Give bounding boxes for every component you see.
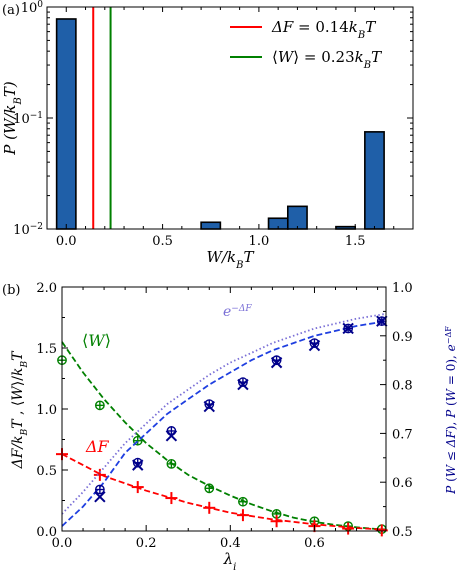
marker-diag2 xyxy=(308,339,321,352)
marker-diag2 xyxy=(237,378,249,391)
marker-markers_x-7-7 xyxy=(342,322,354,335)
panel-b-yticks-left: 0.0 0.5 1.0 1.5 2.0 xyxy=(36,281,68,540)
series-curve-2 xyxy=(61,453,387,531)
marker-markers_x-7-0 xyxy=(94,491,106,503)
annotation-deltaF: ΔF xyxy=(85,437,110,456)
marker-markers_x-7-3 xyxy=(203,400,215,413)
marker-diag2 xyxy=(132,459,144,471)
y-left-tick-label: 1.0 xyxy=(36,403,57,418)
marker-markers_plus-3-8 xyxy=(342,522,355,535)
panel-b: (b) 0.0 0.2 0.4 0.6 0.00.51.01.52.0 0.50.60… xyxy=(2,281,458,572)
annotation-meanW: ⟨W⟩ xyxy=(82,331,111,350)
x-tick-label: 1.5 xyxy=(345,234,366,249)
marker-markers_x-7-1 xyxy=(132,459,144,471)
panel-a-xticks: 0.0 0.5 1.0 1.5 xyxy=(46,7,395,249)
y-right-tick-label: 0.9 xyxy=(392,330,413,345)
marker-markers_plus-3-6 xyxy=(270,515,283,528)
x-tick-label: 0.5 xyxy=(152,234,173,249)
panel-b-xticks: 0.0 0.2 0.4 0.6 xyxy=(52,287,379,551)
marker-diag2 xyxy=(165,430,178,442)
marker-markers_plus-3-5 xyxy=(236,509,249,522)
y-left-tick-label: 2.0 xyxy=(36,281,57,296)
y-tick-label: 100 xyxy=(21,0,44,16)
legend-label-meanW: ⟨W⟩ = 0.23kBT xyxy=(272,48,382,71)
marker-markers_circle_plus-1-4 xyxy=(204,483,215,494)
x-tick-label: 0.6 xyxy=(304,536,325,551)
marker-markers_plus-3-1 xyxy=(93,468,106,481)
panel-b-yticks-right: 0.5 0.6 0.7 0.8 0.9 1.0 xyxy=(380,281,413,540)
marker-diag2 xyxy=(342,322,354,335)
panel-a-label: (a) xyxy=(2,3,20,18)
panel-a-yticks: 10−2 10−1 100 xyxy=(13,0,413,238)
marker-markers_plus-3-2 xyxy=(131,481,144,494)
y-left-tick-label: 0.5 xyxy=(36,464,57,479)
y-tick-label: 10−2 xyxy=(13,222,43,238)
series-curve-5 xyxy=(61,320,387,527)
hist-bar-0 xyxy=(55,18,77,230)
marker-diag2 xyxy=(203,400,215,413)
annotation-exp-deltaF: e−ΔF xyxy=(223,304,252,320)
marker-markers_circle_plus-1-2 xyxy=(132,435,143,446)
marker-markers_plus-3-3 xyxy=(165,492,178,505)
marker-markers_circle_plus-1-3 xyxy=(166,458,177,469)
marker-diag2 xyxy=(270,356,283,369)
marker-markers_x-7-4 xyxy=(237,378,249,391)
panel-b-xlabel: λi xyxy=(223,550,237,572)
x-tick-label: 0.0 xyxy=(52,536,73,551)
x-tick-label: 0.0 xyxy=(56,234,77,249)
marker-diag2 xyxy=(94,491,106,503)
panel-b-label: (b) xyxy=(2,283,20,298)
y-tick-label: 10−1 xyxy=(13,111,43,127)
marker-markers_x-7-2 xyxy=(165,430,178,442)
panel-b-ylabel-right: P (W ≤ ΔF), P (W = 0), e−ΔF xyxy=(444,326,459,495)
y-right-tick-label: 1.0 xyxy=(392,281,413,296)
y-right-tick-label: 0.7 xyxy=(392,427,413,442)
y-right-tick-label: 0.5 xyxy=(392,525,413,540)
marker-markers_circle_plus-1-5 xyxy=(238,496,248,507)
y-right-tick-label: 0.8 xyxy=(392,379,413,394)
x-tick-label: 1.0 xyxy=(249,234,270,249)
panel-b-ylabel-left: ΔF/kBT , ⟨W⟩/kBT xyxy=(10,350,30,470)
y-right-tick-label: 0.6 xyxy=(392,476,413,491)
series-curve-0 xyxy=(61,341,387,531)
hist-bar-5 xyxy=(364,131,385,230)
panel-a-vlines xyxy=(92,7,112,229)
marker-markers_x-7-5 xyxy=(270,356,283,369)
x-tick-label: 0.4 xyxy=(220,536,241,551)
x-tick-label: 0.2 xyxy=(136,536,157,551)
hist-bar-1 xyxy=(200,221,222,230)
panel-b-series xyxy=(56,312,388,537)
y-left-tick-label: 1.5 xyxy=(36,342,57,357)
marker-markers_x-7-8 xyxy=(376,315,388,327)
y-left-tick-label: 0.0 xyxy=(36,525,57,540)
marker-markers_circle_plus-6-0 xyxy=(94,484,105,495)
marker-markers_plus-3-4 xyxy=(203,501,216,514)
hist-bar-3 xyxy=(286,205,308,230)
marker-markers_circle_plus-1-1 xyxy=(94,400,105,411)
marker-markers_x-7-6 xyxy=(308,339,321,352)
panel-b-frame xyxy=(61,286,387,532)
panel-a-xlabel: W/kBT xyxy=(207,248,255,271)
panel-a-legend: ΔF = 0.14kBT ⟨W⟩ = 0.23kBT xyxy=(230,18,382,71)
legend-label-deltaF: ΔF = 0.14kBT xyxy=(271,18,376,41)
marker-diag2 xyxy=(376,315,388,327)
